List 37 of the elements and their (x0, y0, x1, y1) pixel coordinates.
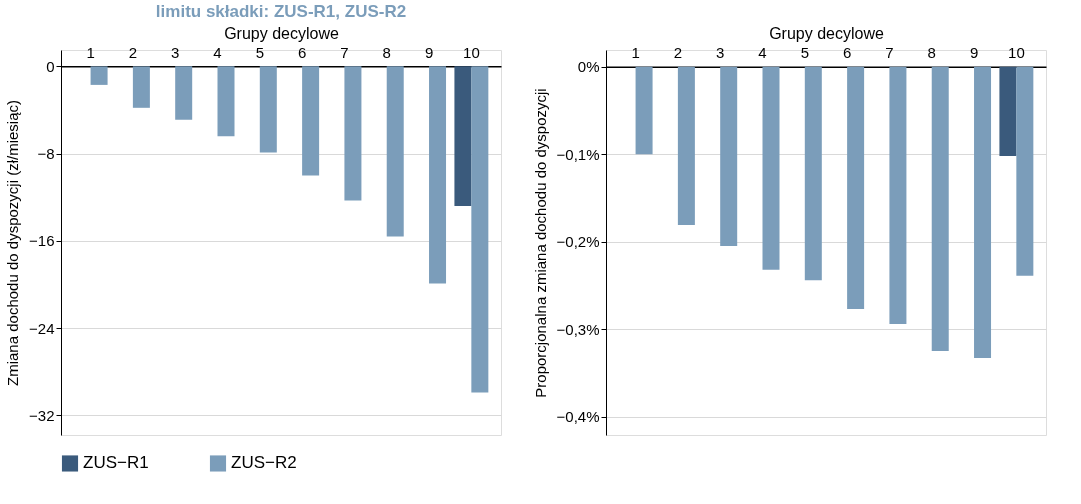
x-tick-label: 6 (842, 44, 852, 62)
x-tick-label: 9 (969, 44, 979, 62)
y-axis-title: Zmiana dochodu do dyspozycji (zł/miesiąc) (4, 100, 22, 386)
y-tick-label: 0% (577, 58, 600, 76)
y-tick-label: −0,2% (556, 233, 600, 251)
x-tick-label: 10 (1008, 44, 1025, 62)
x-tick-label: 7 (885, 44, 894, 62)
y-tick-label: −32 (29, 406, 55, 424)
y-tick-label: −16 (29, 232, 55, 250)
x-axis-title: Grupy decylowe (224, 24, 339, 42)
y-tick-label: −8 (37, 145, 55, 163)
y-tick-label: −0,4% (556, 408, 600, 426)
x-tick-label: 2 (128, 43, 138, 61)
x-tick-label: 3 (716, 44, 725, 62)
y-tick-label: 0 (46, 57, 55, 75)
y-axis-title: Proporcjonalna zmiana dochodu do dyspozycji (531, 88, 549, 398)
x-tick-label: 5 (800, 44, 810, 62)
x-tick-label: 1 (86, 43, 95, 61)
x-tick-label: 4 (213, 43, 222, 61)
x-tick-label: 9 (424, 43, 434, 61)
x-tick-label: 8 (927, 44, 936, 62)
x-tick-label: 3 (171, 43, 180, 61)
x-tick-label: 8 (382, 43, 391, 61)
x-tick-label: 10 (463, 43, 480, 61)
y-tick-label: −0,3% (556, 320, 600, 338)
x-tick-label: 4 (758, 44, 767, 62)
x-tick-label: 2 (673, 44, 683, 62)
x-tick-label: 1 (631, 44, 640, 62)
y-tick-label: −0,1% (556, 145, 600, 163)
chart-title: limitu składki: ZUS‑R1, ZUS‑R2 (155, 2, 407, 22)
legend-label: ZUS−R1 (83, 453, 149, 473)
legend-label: ZUS−R2 (231, 453, 297, 473)
x-tick-label: 7 (340, 43, 349, 61)
y-tick-label: −24 (29, 319, 55, 337)
x-tick-label: 6 (297, 43, 307, 61)
x-tick-label: 5 (255, 43, 265, 61)
x-axis-title: Grupy decylowe (769, 25, 884, 43)
